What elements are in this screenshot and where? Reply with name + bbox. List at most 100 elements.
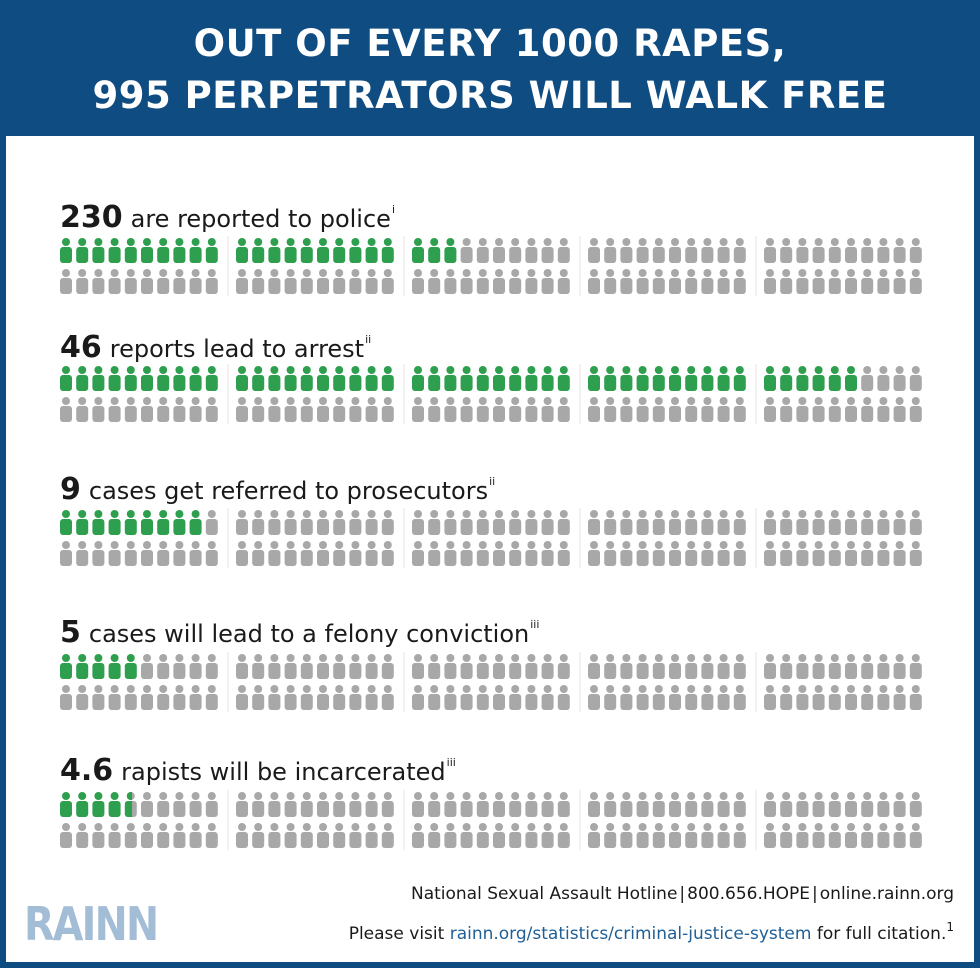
- person-icon: [909, 654, 922, 679]
- person-icon: [124, 269, 137, 294]
- person-icon: [76, 685, 89, 710]
- person-icon: [189, 654, 202, 679]
- person-icon: [893, 366, 906, 391]
- person-icon: [509, 510, 522, 535]
- person-icon: [525, 685, 538, 710]
- person-icon: [828, 510, 841, 535]
- citation-link[interactable]: rainn.org/statistics/criminal-justice-sy…: [449, 924, 812, 944]
- person-icon-highlighted: [796, 366, 809, 391]
- person-icon: [60, 823, 72, 848]
- person-icon: [541, 823, 554, 848]
- person-icon: [909, 269, 922, 294]
- person-icon: [60, 397, 72, 422]
- person-icon: [812, 792, 825, 817]
- person-icon: [173, 823, 186, 848]
- person-icon-highlighted: [76, 654, 89, 679]
- person-icon: [796, 792, 809, 817]
- person-icon: [124, 685, 137, 710]
- person-icon: [236, 269, 248, 294]
- person-icon: [92, 823, 105, 848]
- person-icon: [796, 238, 809, 263]
- person-icon-highlighted: [493, 366, 505, 391]
- person-icon: [349, 269, 362, 294]
- person-icon: [365, 269, 378, 294]
- person-icon-highlighted: [525, 366, 538, 391]
- person-icon: [460, 238, 473, 263]
- person-icon: [189, 685, 202, 710]
- person-icon: [124, 397, 137, 422]
- person-icon: [509, 397, 522, 422]
- person-icon: [636, 269, 649, 294]
- stat-label: are reported to police: [130, 205, 391, 233]
- person-icon: [764, 510, 776, 535]
- person-icon: [764, 541, 776, 566]
- person-icon: [717, 238, 730, 263]
- person-icon: [828, 654, 841, 679]
- person-icon-highlighted: [76, 238, 89, 263]
- person-icon: [764, 792, 776, 817]
- person-icon: [685, 269, 698, 294]
- person-icon: [333, 792, 346, 817]
- person-icon: [444, 685, 457, 710]
- person-icon: [845, 510, 857, 535]
- person-icon: [412, 792, 424, 817]
- hotline-phone[interactable]: 800.656.HOPE: [687, 884, 811, 904]
- person-icon: [557, 654, 570, 679]
- separator: |: [812, 884, 818, 904]
- person-icon: [780, 654, 793, 679]
- person-icon-highlighted: [365, 238, 378, 263]
- person-icon: [108, 823, 121, 848]
- person-icon: [509, 269, 522, 294]
- person-icon: [157, 397, 170, 422]
- person-icon: [92, 685, 105, 710]
- person-icon: [284, 823, 297, 848]
- person-icon: [444, 792, 457, 817]
- person-icon: [525, 510, 538, 535]
- person-icon-highlighted: [636, 366, 649, 391]
- person-icon: [509, 654, 522, 679]
- person-icon-highlighted: [685, 366, 698, 391]
- person-icon: [557, 823, 570, 848]
- citation-line: Please visit rainn.org/statistics/crimin…: [349, 920, 954, 944]
- person-icon: [124, 541, 137, 566]
- person-icon: [509, 685, 522, 710]
- person-icon: [365, 792, 378, 817]
- person-icon: [557, 685, 570, 710]
- headline-line-1: OUT OF EVERY 1000 RAPES,: [193, 22, 787, 65]
- person-icon: [541, 792, 554, 817]
- person-icon: [428, 541, 441, 566]
- hotline-name: National Sexual Assault Hotline: [410, 884, 678, 904]
- person-icon-highlighted: [845, 366, 857, 391]
- person-icon-highlighted: [717, 366, 730, 391]
- person-icon: [349, 510, 362, 535]
- person-icon: [861, 823, 874, 848]
- person-icon-highlighted: [701, 366, 714, 391]
- person-icon: [173, 269, 186, 294]
- person-icon: [557, 269, 570, 294]
- stat-incarcerated: 4.6 rapists will be incarceratediii: [60, 753, 456, 788]
- person-icon: [861, 541, 874, 566]
- person-icon: [652, 654, 665, 679]
- person-icon-highlighted: [205, 366, 218, 391]
- stat-label: reports lead to arrest: [109, 335, 365, 363]
- person-icon-highlighted: [620, 366, 633, 391]
- person-icon: [284, 685, 297, 710]
- person-icon: [861, 366, 874, 391]
- person-icon-highlighted: [284, 238, 297, 263]
- person-icon: [493, 823, 505, 848]
- person-icon: [460, 510, 473, 535]
- person-icon-highlighted: [124, 654, 137, 679]
- person-icon: [493, 541, 505, 566]
- person-icon: [365, 654, 378, 679]
- person-icon: [604, 541, 617, 566]
- stat-label: cases get referred to prosecutors: [88, 477, 489, 505]
- person-icon: [460, 823, 473, 848]
- person-icon: [381, 397, 394, 422]
- hotline-site[interactable]: online.rainn.org: [819, 884, 954, 904]
- person-icon: [349, 685, 362, 710]
- person-icon-highlighted: [173, 238, 186, 263]
- person-icon: [861, 238, 874, 263]
- person-icon: [812, 269, 825, 294]
- person-icon-highlighted: [444, 366, 457, 391]
